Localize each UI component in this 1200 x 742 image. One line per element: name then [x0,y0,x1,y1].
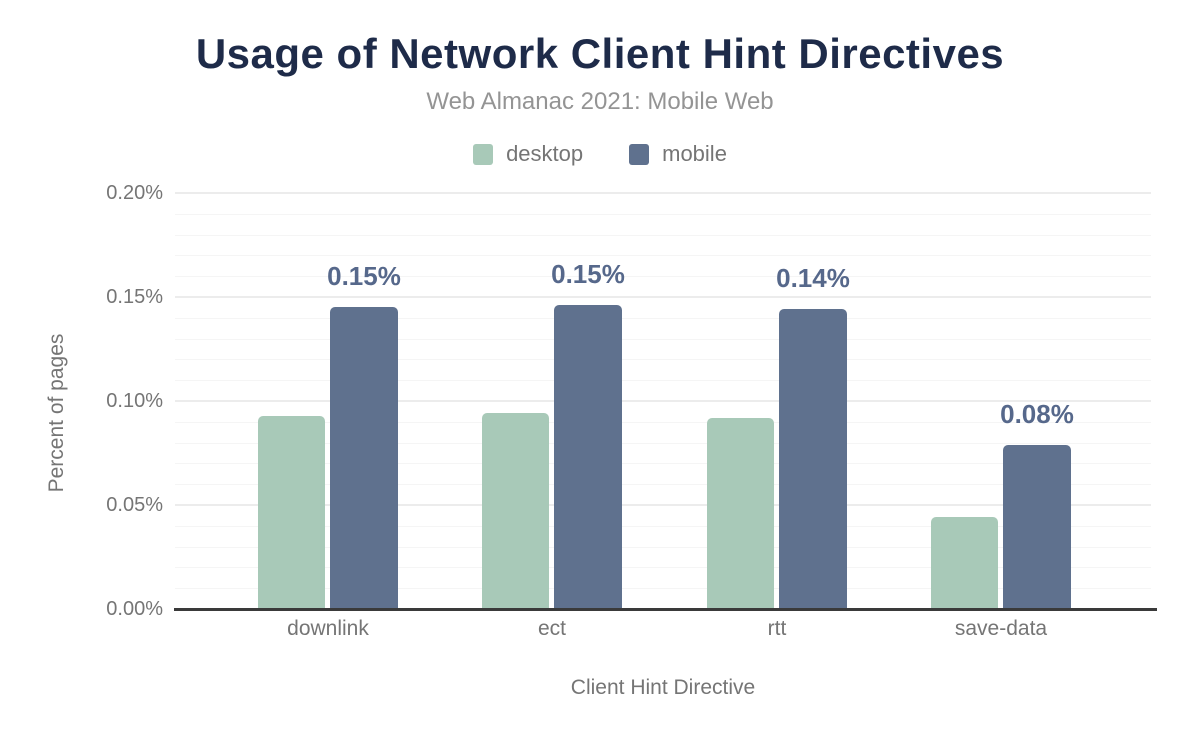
minor-gridline [175,547,1151,548]
legend-item-mobile: mobile [629,141,727,167]
bar-mobile-ect [554,305,622,609]
bar-desktop-ect [482,413,549,609]
legend-label-mobile: mobile [662,141,727,166]
bar-value-label-downlink: 0.15% [327,261,401,291]
bar-desktop-rtt [707,418,774,609]
y-tick-label: 0.05% [106,494,163,516]
minor-gridline [175,526,1151,527]
minor-gridline [175,214,1151,215]
minor-gridline [175,255,1151,256]
minor-gridline [175,588,1151,589]
minor-gridline [175,276,1151,277]
legend-label-desktop: desktop [506,141,584,166]
major-gridline [175,504,1151,506]
minor-gridline [175,422,1151,423]
minor-gridline [175,380,1151,381]
y-tick-label: 0.10% [106,390,163,412]
x-axis-line [174,608,1157,611]
bar-mobile-downlink [330,307,398,609]
minor-gridline [175,567,1151,568]
x-tick-label-downlink: downlink [287,617,369,640]
major-gridline [175,192,1151,194]
plot-area: 0.15% 0.15% 0.14% 0.08% [175,192,1151,609]
minor-gridline [175,443,1151,444]
legend: desktop mobile [0,141,1200,167]
x-tick-label-rtt: rtt [767,617,787,640]
chart-title: Usage of Network Client Hint Directives [195,30,1005,77]
minor-gridline [175,339,1151,340]
bar-mobile-rtt [779,309,847,609]
bar-value-label-ect: 0.15% [551,259,625,289]
y-tick-label: 0.20% [106,182,163,204]
mobile-swatch-icon [629,143,650,165]
desktop-swatch-icon [473,143,494,165]
x-tick-label-ect: ect [537,617,566,640]
minor-gridline [175,235,1151,236]
y-tick-label: 0.15% [106,286,163,308]
bar-value-label-rtt: 0.14% [776,263,850,293]
minor-gridline [175,318,1151,319]
bar-desktop-save-data [931,517,998,609]
chart-subtitle: Web Almanac 2021: Mobile Web [426,88,774,115]
major-gridline [175,400,1151,402]
bar-mobile-save-data [1003,445,1071,609]
y-tick-label: 0.00% [106,598,163,620]
bar-value-label-save-data: 0.08% [1000,399,1074,429]
minor-gridline [175,463,1151,464]
y-axis-title: Percent of pages [45,333,68,493]
bar-desktop-downlink [258,416,325,609]
minor-gridline [175,359,1151,360]
x-tick-label-save-data: save-data [954,617,1048,640]
legend-item-desktop: desktop [473,141,583,167]
minor-gridline [175,484,1151,485]
major-gridline [175,296,1151,298]
x-axis-title: Client Hint Directive [570,676,756,699]
